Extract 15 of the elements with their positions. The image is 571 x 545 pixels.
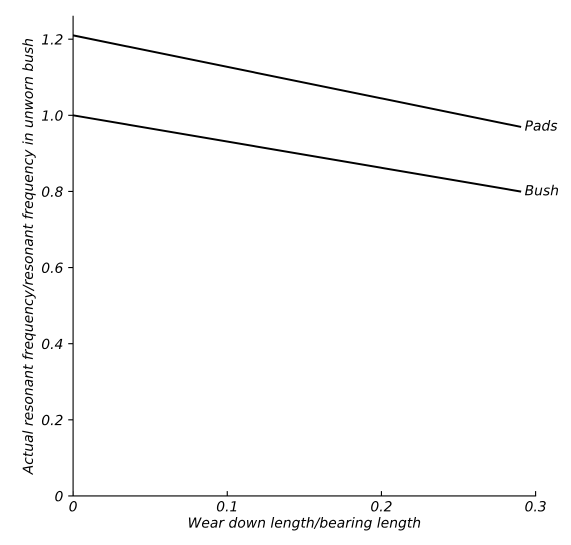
y-tick-label: 1.2 xyxy=(42,34,63,44)
y-tick-label: 0.8 xyxy=(42,186,63,197)
x-tick-label: 0.2 xyxy=(371,501,392,512)
y-tick-label: 1.0 xyxy=(42,110,63,121)
x-tick-label: 0.1 xyxy=(216,501,236,512)
series-label: Bush xyxy=(524,184,558,196)
y-tick-label: 0.6 xyxy=(42,262,63,274)
x-tick-label: 0.3 xyxy=(525,501,546,512)
x-axis-title: Wear down length/bearing length xyxy=(188,517,420,530)
y-tick-label: 0.4 xyxy=(42,338,62,350)
y-tick-label: 0 xyxy=(55,490,63,502)
series-label: Pads xyxy=(524,120,558,131)
y-tick-label: 0.2 xyxy=(42,414,63,426)
x-tick-label: 0 xyxy=(69,501,77,512)
y-axis-title: Actual resonant frequency/resonant frequency in unworn bush xyxy=(22,38,36,476)
